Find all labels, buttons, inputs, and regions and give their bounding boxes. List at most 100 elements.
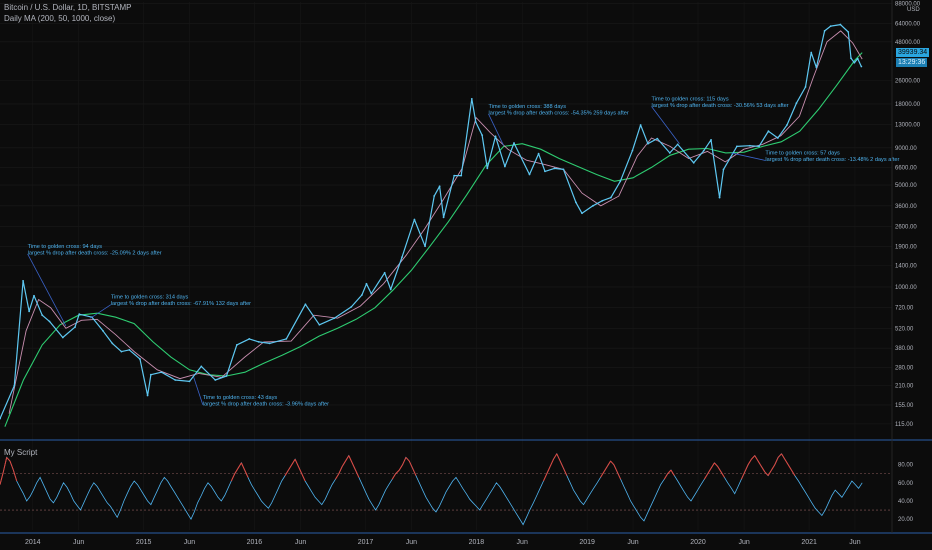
price-point	[268, 342, 271, 345]
oscillator-overbought-segment	[12, 469, 18, 482]
price-point	[318, 323, 321, 326]
annotation-text: largest % drop after death cross: -3.96%…	[203, 401, 329, 407]
x-tick-label: 2015	[136, 539, 152, 546]
price-layer	[0, 23, 863, 420]
price-point	[214, 379, 217, 381]
price-point	[481, 134, 484, 136]
y-tick-label: 1400.00	[895, 264, 917, 270]
price-point	[692, 161, 695, 164]
oscillator-overbought-segment	[556, 453, 561, 462]
y-tick-label: 115.00	[895, 422, 914, 428]
price-point	[149, 373, 152, 376]
y-tick-label: 720.00	[895, 306, 914, 312]
y-tick-label: 380.00	[895, 346, 914, 352]
price-point	[631, 149, 634, 152]
price-point	[592, 204, 594, 207]
oscillator-overbought-segment	[297, 466, 303, 474]
price-point	[804, 86, 807, 88]
oscillator-overbought-segment	[613, 464, 618, 473]
x-tick-label: Jun	[73, 539, 84, 546]
y-tick-label: 13000.00	[895, 123, 921, 129]
y-tick-label: 280.00	[895, 366, 914, 372]
price-point	[442, 216, 445, 219]
y-tick-label: 26000.00	[895, 79, 921, 85]
indicator-legend[interactable]: Daily MA (200, 50, 1000, close)	[4, 14, 116, 23]
oscillator-overbought-segment	[764, 471, 769, 476]
x-tick-label: Jun	[627, 539, 638, 546]
price-point	[486, 167, 489, 170]
last-price-tag: 39939.34	[896, 48, 930, 57]
oscillator-overbought-segment	[6, 457, 11, 462]
osc-tick-label: 60.00	[898, 481, 914, 487]
oscillator-overbought-segment	[710, 462, 715, 469]
price-point	[200, 365, 203, 368]
oscillator-overbought-segment	[563, 468, 568, 476]
oscillator-overbought-segment	[667, 469, 672, 475]
price-point	[537, 152, 540, 155]
oscillator-overbought-segment	[408, 460, 414, 469]
price-point	[847, 31, 850, 33]
price-point	[120, 350, 123, 353]
oscillator-overbought-segment	[341, 460, 346, 467]
oscillator-overbought-segment	[720, 471, 725, 478]
oscillator-overbought-segment	[777, 453, 782, 458]
oscillator-overbought-segment	[402, 457, 407, 465]
annotation-pointer	[651, 106, 680, 144]
annotation-pointer	[731, 152, 766, 161]
annotation-text: Time to golden cross: 57 days	[765, 150, 840, 156]
price-point	[78, 313, 81, 316]
x-tick-label: 2018	[469, 539, 485, 546]
price-point	[470, 97, 473, 100]
ma50-layer	[8, 30, 863, 414]
price-point	[304, 303, 307, 306]
price-point	[810, 51, 813, 54]
oscillator-overbought-segment	[335, 473, 340, 480]
price-point	[235, 344, 238, 346]
price-point	[48, 320, 51, 323]
oscillator-overbought-segment	[355, 469, 360, 478]
price-point	[562, 168, 565, 171]
oscillator-overbought-segment	[301, 473, 306, 482]
oscillator-overbought-segment	[398, 464, 404, 471]
annotation-text: largest % drop after death cross: -25.09…	[28, 250, 162, 256]
oscillator-line	[0, 452, 863, 526]
price-point	[503, 165, 506, 168]
price-point	[225, 375, 228, 377]
oscillator-overbought-segment	[670, 469, 675, 476]
oscillator-overbought-segment	[543, 473, 548, 482]
price-point	[160, 371, 163, 374]
oscillator-overbought-segment	[761, 466, 766, 473]
price-point	[61, 336, 64, 339]
subpane-title[interactable]: My Script	[4, 448, 38, 457]
oscillator-overbought-segment	[616, 471, 622, 480]
price-point	[188, 380, 191, 383]
price-point	[829, 25, 832, 28]
currency-label: USD	[907, 7, 920, 13]
oscillator-overbought-segment	[791, 469, 796, 476]
y-tick-label: 6600.00	[895, 165, 917, 171]
y-tick-label: 155.00	[895, 403, 914, 409]
oscillator-overbought-segment	[288, 464, 293, 471]
oscillator-overbought-segment	[391, 473, 397, 480]
annotation-text: Time to golden cross: 388 days	[489, 104, 567, 110]
grid	[0, 2, 892, 530]
price-point	[424, 245, 426, 248]
oscillator-overbought-segment	[244, 469, 249, 478]
price-point	[361, 294, 363, 296]
osc-tick-label: 20.00	[898, 517, 914, 523]
osc-tick-label: 80.00	[898, 463, 914, 469]
annotation-text: Time to golden cross: 115 days	[652, 96, 729, 102]
x-tick-label: 2019	[579, 539, 595, 546]
annotation-text: Time to golden cross: 314 days	[111, 295, 189, 301]
y-tick-label: 210.00	[895, 384, 914, 390]
price-point	[823, 30, 826, 32]
x-tick-label: 2014	[25, 539, 41, 546]
price-point	[815, 66, 818, 69]
price-point	[710, 138, 712, 141]
oscillator-overbought-segment	[781, 453, 786, 460]
price-point	[438, 185, 441, 188]
price-point	[146, 394, 149, 397]
price-point	[676, 143, 679, 146]
y-tick-label: 1900.00	[895, 244, 917, 250]
y-tick-label: 520.00	[895, 326, 914, 332]
